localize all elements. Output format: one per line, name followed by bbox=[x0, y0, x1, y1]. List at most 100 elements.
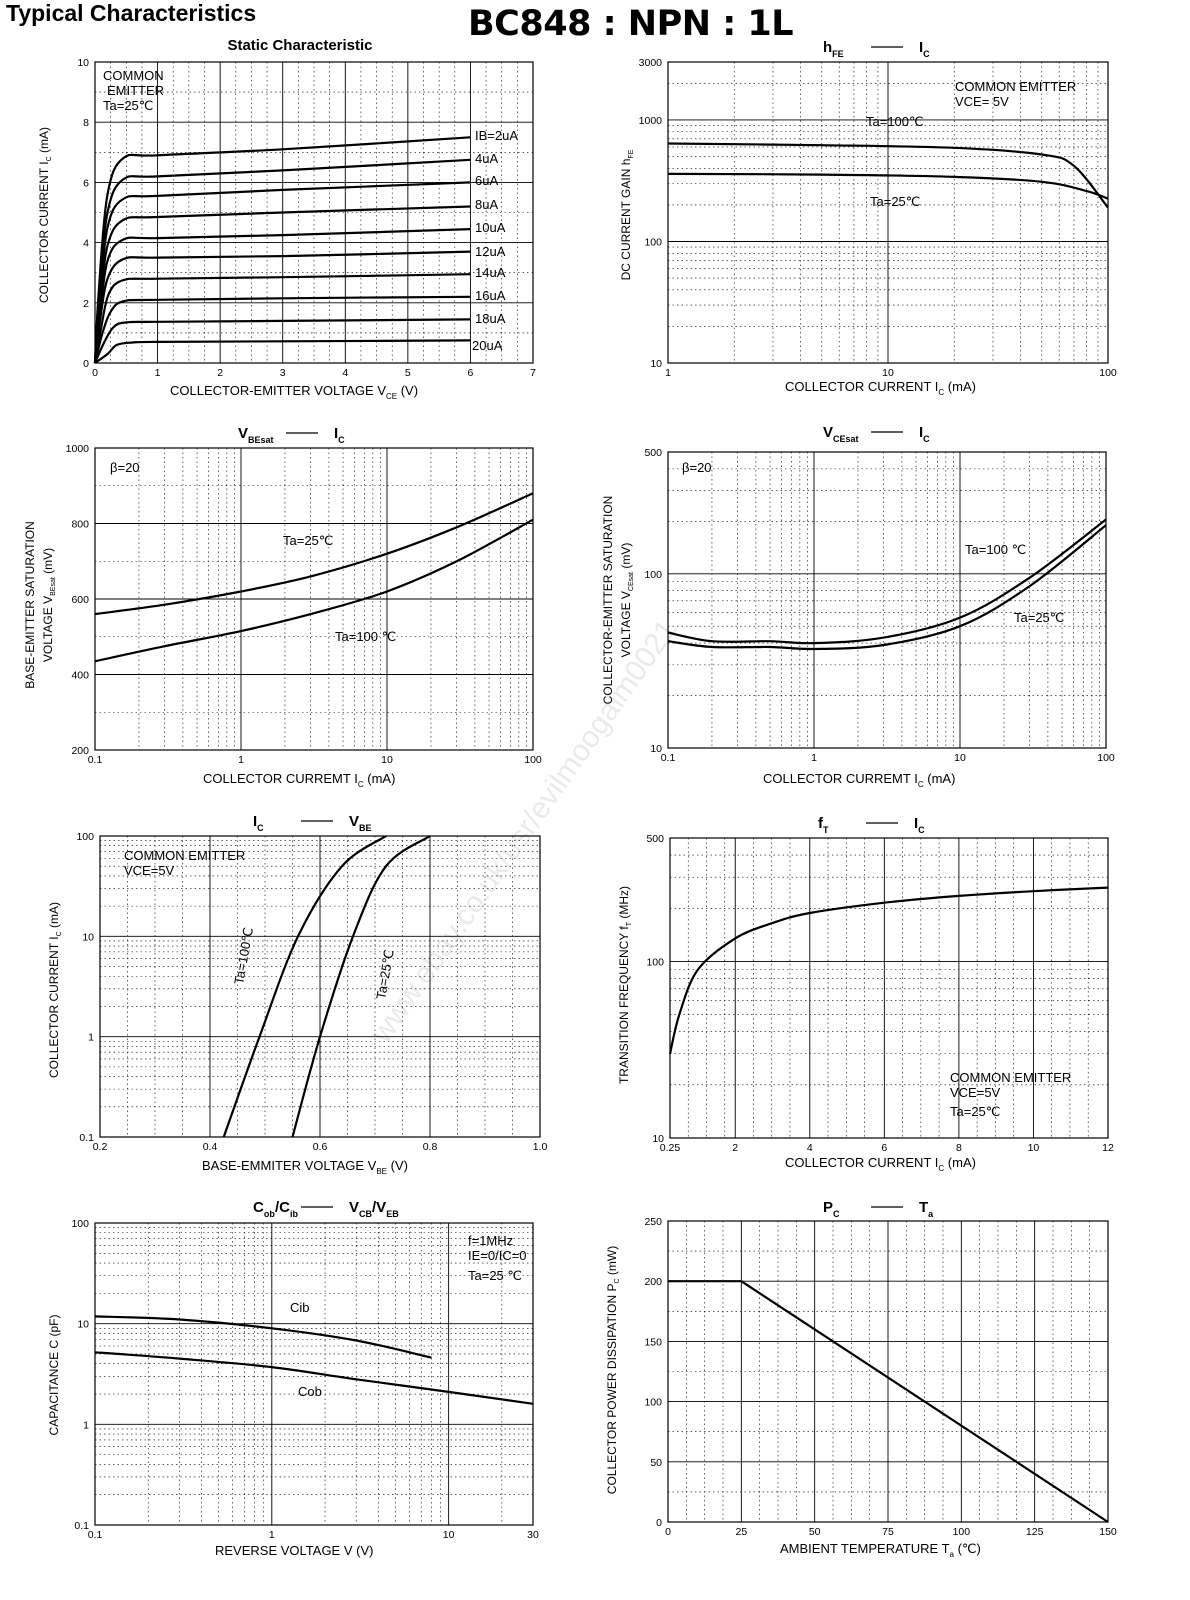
y-axis-label: COLLECTOR CURRENT IC (mA) bbox=[47, 902, 63, 1078]
chart-title-right: Ta bbox=[919, 1199, 934, 1219]
series-line-PC bbox=[668, 1280, 1109, 1523]
series-label: Ta=25℃ bbox=[870, 194, 920, 209]
series-line-16uA bbox=[93, 181, 471, 364]
x-tick-label: 10 bbox=[381, 754, 393, 766]
chart-title-left: fT bbox=[818, 815, 829, 835]
y-tick-label: 600 bbox=[71, 594, 89, 606]
chart-note: f=1MHz bbox=[468, 1233, 513, 1248]
y-axis-label: COLLECTOR-EMITTER SATURATION bbox=[601, 496, 615, 705]
y-tick-label: 100 bbox=[76, 831, 94, 843]
y-tick-label: 400 bbox=[71, 670, 89, 682]
chart-title: VBEsat IC bbox=[238, 425, 345, 445]
series-line-Ta-100- bbox=[94, 518, 534, 663]
chart-ft: 0.25 2 4 6 8 10 12 10 100 500 fT IC COLLECTOR CURREN… bbox=[617, 815, 1114, 1173]
chart-note: Ta=25℃ bbox=[950, 1104, 1000, 1119]
series-label: Ta=25℃ bbox=[1014, 610, 1064, 625]
x-tick-label: 7 bbox=[530, 367, 536, 379]
x-tick-label: 10 bbox=[882, 367, 894, 379]
series-label: Cib bbox=[290, 1300, 310, 1315]
chart-title-left2: /Cib bbox=[275, 1199, 299, 1219]
chart-title-left: IC bbox=[253, 813, 264, 833]
series-line-Cib bbox=[94, 1315, 432, 1359]
y-tick-label: 250 bbox=[644, 1216, 662, 1228]
chart-title: PC Ta bbox=[823, 1199, 934, 1219]
y-axis-label-line2: VOLTAGE VBEsat (mV) bbox=[41, 548, 57, 662]
x-tick-label: 3 bbox=[280, 367, 286, 379]
chart-note: β=20 bbox=[682, 460, 712, 475]
x-tick-label: 0 bbox=[92, 367, 98, 379]
chart-note: COMMON bbox=[103, 68, 164, 83]
plot-frame bbox=[669, 837, 1109, 1139]
series-label: 16uA bbox=[475, 288, 506, 303]
x-tick-label: 1 bbox=[269, 1529, 275, 1541]
series-label: 20uA bbox=[472, 338, 503, 353]
series-line-20uA bbox=[93, 136, 471, 364]
chart-title-right: IC bbox=[334, 425, 345, 445]
x-tick-label: 1 bbox=[665, 367, 671, 379]
chart-title-right: VCB bbox=[349, 1199, 373, 1219]
x-tick-label: 10 bbox=[1028, 1142, 1040, 1154]
series-label: 8uA bbox=[475, 197, 498, 212]
series-label: Ta=25℃ bbox=[283, 533, 333, 548]
chart-note: VCE= 5V bbox=[955, 94, 1009, 109]
chart-title-right2: /VEB bbox=[372, 1199, 399, 1219]
series-label: 10uA bbox=[475, 220, 506, 235]
y-tick-label: 10 bbox=[652, 1133, 664, 1145]
chart-icvbe: 0.2 0.4 0.6 0.8 1.0 0.1 1 10 100 IC VBE BASE-EMMITE… bbox=[47, 813, 547, 1176]
x-tick-label: 100 bbox=[1097, 752, 1115, 764]
x-tick-label: 75 bbox=[882, 1526, 894, 1538]
series-label: Ta=100℃ bbox=[231, 926, 256, 985]
y-tick-label: 10 bbox=[82, 931, 94, 943]
chart-note: COMMON EMITTER bbox=[124, 848, 245, 863]
x-tick-label: 0.2 bbox=[93, 1141, 108, 1153]
chart-title-right: IC bbox=[914, 815, 925, 835]
x-tick-label: 100 bbox=[1099, 367, 1117, 379]
series-line-fT bbox=[668, 886, 1109, 1055]
x-axis-label: COLLECTOR CURRENT IC (mA) bbox=[785, 379, 976, 397]
part-number-title: BC848 : NPN : 1L bbox=[468, 4, 794, 44]
y-tick-label: 150 bbox=[644, 1336, 662, 1348]
chart-title-right: IC bbox=[919, 39, 930, 59]
x-tick-label: 8 bbox=[956, 1142, 962, 1154]
y-tick-label: 200 bbox=[71, 745, 89, 757]
series-line-IB-2uA bbox=[94, 339, 471, 364]
chart-title-right: IC bbox=[919, 424, 930, 444]
series-line-Cob bbox=[94, 1351, 534, 1405]
y-tick-label: 100 bbox=[644, 569, 662, 581]
page-title: Typical Characteristics bbox=[6, 0, 257, 26]
x-tick-label: 2 bbox=[217, 367, 223, 379]
x-tick-label: 1 bbox=[811, 752, 817, 764]
x-axis-label: REVERSE VOLTAGE V (V) bbox=[215, 1543, 373, 1558]
series-line-12uA bbox=[93, 228, 471, 364]
x-tick-label: 5 bbox=[405, 367, 411, 379]
series-line-Ta-25- bbox=[291, 835, 431, 1138]
chart-title: IC VBE bbox=[253, 813, 372, 833]
series-label: Ta=100℃ bbox=[866, 114, 924, 129]
y-tick-label: 0 bbox=[656, 1517, 662, 1529]
x-tick-label: 0.8 bbox=[423, 1141, 438, 1153]
x-tick-label: 4 bbox=[342, 367, 348, 379]
x-axis-label: COLLECTOR CURREMT IC (mA) bbox=[763, 771, 955, 789]
y-tick-label: 200 bbox=[644, 1276, 662, 1288]
chart-title: Static Characteristic bbox=[227, 37, 372, 54]
y-tick-label: 10 bbox=[650, 358, 662, 370]
x-tick-label: 150 bbox=[1099, 1526, 1117, 1538]
y-tick-label: 2 bbox=[83, 298, 89, 310]
plot-frame bbox=[667, 451, 1107, 749]
y-tick-label: 1000 bbox=[66, 443, 90, 455]
series-label: 18uA bbox=[475, 311, 506, 326]
x-tick-label: 0 bbox=[665, 1526, 671, 1538]
x-tick-label: 0.4 bbox=[203, 1141, 218, 1153]
series-label: 14uA bbox=[475, 265, 506, 280]
x-tick-label: 12 bbox=[1102, 1142, 1114, 1154]
chart-note: EMITTER bbox=[107, 83, 164, 98]
x-tick-label: 100 bbox=[524, 754, 542, 766]
chart-note: IE=0/IC=0 bbox=[468, 1248, 527, 1263]
chart-title-left: VBEsat bbox=[238, 425, 274, 445]
x-tick-label: 1 bbox=[238, 754, 244, 766]
y-tick-label: 1 bbox=[88, 1032, 94, 1044]
chart-static: 0 1 2 3 4 5 6 7 0 2 4 6 8 10 Static Characteristic COLL… bbox=[37, 37, 536, 401]
y-axis-label: CAPACITANCE C (pF) bbox=[47, 1315, 61, 1436]
y-axis-label-line2: VOLTAGE VCEsat (mV) bbox=[619, 543, 635, 658]
x-tick-label: 30 bbox=[527, 1529, 539, 1541]
